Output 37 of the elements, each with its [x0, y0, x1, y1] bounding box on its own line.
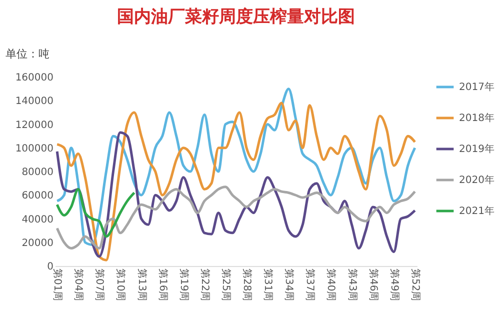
- y-tick-label: 0: [47, 262, 54, 272]
- x-tick-label: 第52周: [409, 268, 422, 302]
- legend-label: 2017年: [459, 81, 494, 93]
- x-tick-label: 第04周: [72, 268, 85, 302]
- x-tick-label: 第31周: [262, 268, 274, 302]
- legend-label: 2020年: [459, 174, 494, 186]
- legend-label: 2018年: [459, 112, 494, 124]
- y-tick-label: 80000: [22, 167, 54, 178]
- line-series: [56, 188, 136, 238]
- y-tick-label: 140000: [15, 96, 54, 108]
- x-tick-label: 第28周: [241, 268, 254, 302]
- x-tick-label: 第10周: [114, 268, 127, 302]
- y-tick-label: 100000: [15, 143, 54, 154]
- x-tick-label: 第22周: [198, 268, 211, 302]
- x-tick-label: 第43周: [346, 268, 358, 302]
- x-tick-label: 第37周: [304, 268, 316, 302]
- y-tick-label: 40000: [22, 214, 54, 226]
- x-tick-label: 第07周: [94, 268, 106, 302]
- legend-label: 2019年: [459, 143, 494, 155]
- y-tick-label: 60000: [22, 190, 54, 202]
- x-tick-label: 第25周: [220, 268, 232, 302]
- x-tick-label: 第34周: [283, 268, 296, 302]
- x-tick-label: 第01周: [52, 268, 64, 302]
- x-tick-label: 第40周: [325, 268, 338, 302]
- chart-title: 国内油厂菜籽周度压榨量对比图: [117, 7, 355, 27]
- x-tick-label: 第49周: [388, 268, 400, 302]
- y-tick-label: 20000: [22, 238, 54, 249]
- x-tick-label: 第16周: [156, 268, 169, 302]
- legend-label: 2021年: [459, 205, 494, 217]
- y-tick-label: 160000: [15, 72, 54, 84]
- y-axis-title: 单位：吨: [6, 48, 50, 60]
- y-tick-label: 120000: [15, 120, 54, 131]
- line-series: [56, 186, 416, 250]
- x-tick-label: 第19周: [178, 268, 190, 302]
- line-series: [56, 102, 416, 262]
- x-tick-label: 第13周: [136, 268, 148, 302]
- x-tick-label: 第46周: [367, 268, 380, 302]
